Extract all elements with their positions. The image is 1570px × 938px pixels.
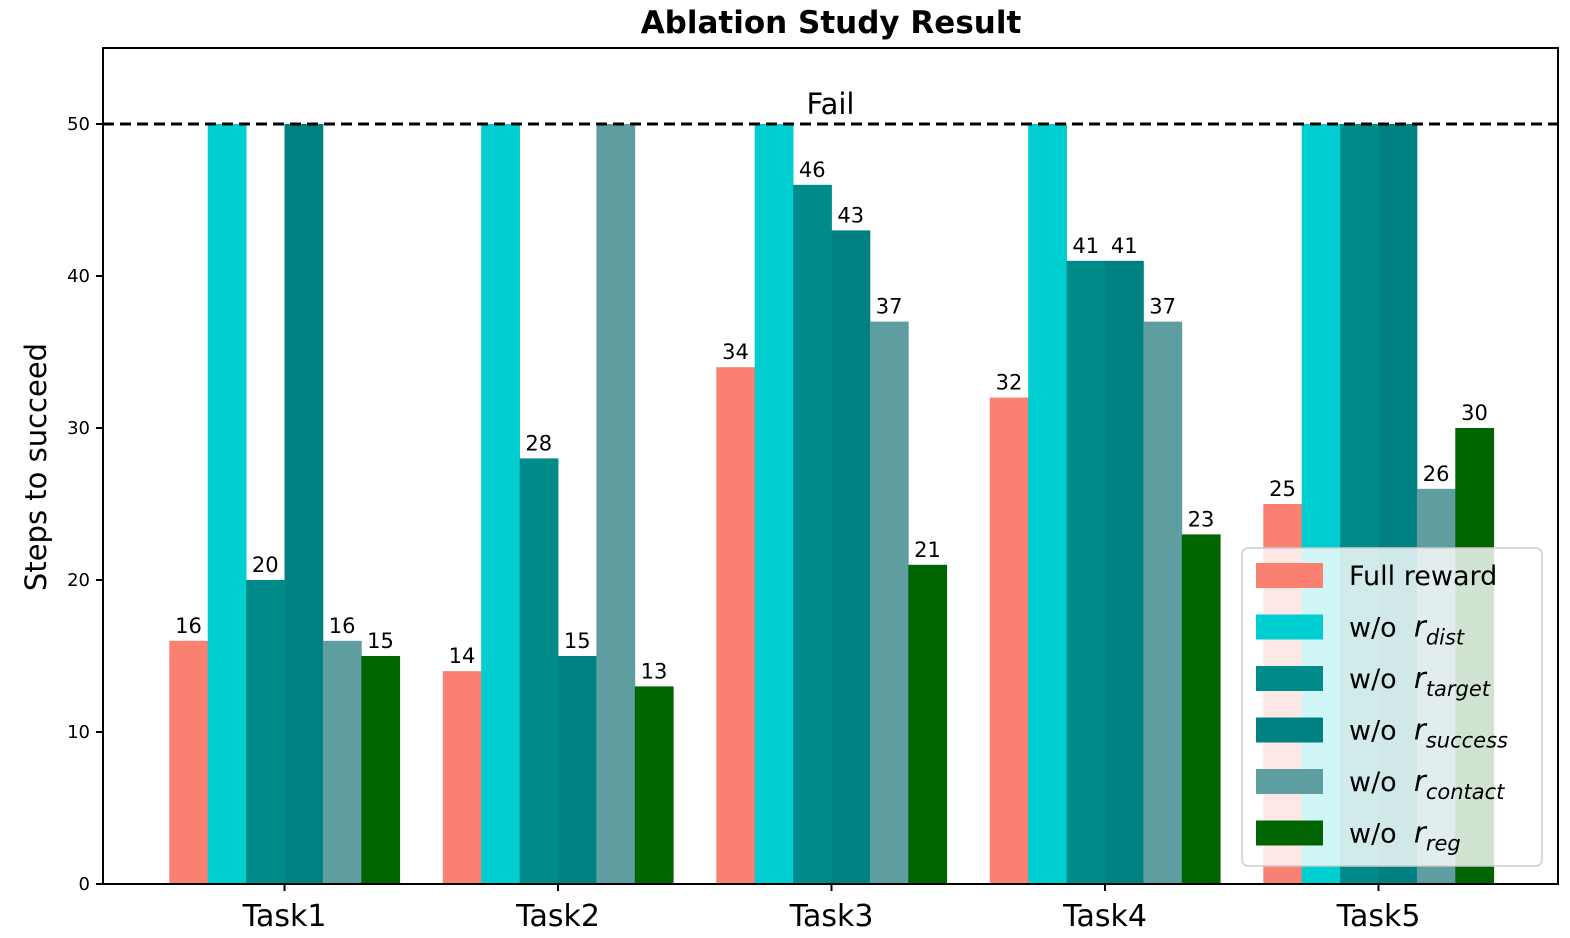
legend-label-2: w/o rdist (1349, 610, 1465, 650)
legend-label-4: w/o rsuccess (1349, 713, 1508, 753)
legend-swatch-2 (1256, 614, 1323, 640)
data-label-task4-series-1: 32 (996, 371, 1023, 395)
data-label-task3-series-1: 34 (722, 340, 749, 364)
fail-threshold-label: Fail (807, 87, 855, 121)
legend-label-6: w/o rreg (1349, 816, 1461, 856)
bar-task3-series-4 (831, 230, 871, 884)
bar-task2-series-6 (634, 686, 674, 884)
bar-task1-series-3 (246, 580, 285, 884)
bar-task3-series-1 (716, 367, 756, 884)
chart-title: Ablation Study Result (641, 5, 1022, 41)
legend-swatch-3 (1256, 666, 1323, 691)
y-tick-label: 30 (67, 418, 90, 439)
bar-task2-series-5 (596, 124, 636, 884)
bar-task1-series-1 (169, 640, 209, 884)
legend-swatch-4 (1256, 717, 1323, 743)
data-label-task3-series-6: 21 (914, 538, 941, 562)
data-label-task1-series-3: 20 (252, 553, 279, 577)
legend-label-1: Full reward (1349, 561, 1497, 592)
data-label-task2-series-6: 13 (641, 659, 668, 683)
bar-task1-series-6 (361, 656, 401, 884)
bar-task3-series-6 (908, 564, 948, 884)
bar-task3-series-5 (869, 321, 909, 885)
bar-task4-series-4 (1105, 260, 1144, 884)
bar-task2-series-1 (442, 671, 482, 884)
data-labels-group: 16 20 16 15 14 28 15 13 34 46 43 37 21 32 41 41 37 23 25 26… (175, 158, 1488, 684)
legend: Full reward w/o rdist w/o rtarget w/o rsucc… (1241, 547, 1543, 867)
data-label-task1-series-1: 16 (175, 614, 202, 638)
data-label-task3-series-3: 46 (799, 158, 826, 182)
data-label-task3-series-5: 37 (876, 295, 903, 319)
bar-task2-series-4 (558, 656, 597, 884)
bar-task4-series-6 (1181, 534, 1221, 884)
data-label-task1-series-5: 16 (329, 614, 356, 638)
bar-task4-series-5 (1143, 321, 1183, 885)
data-label-task5-series-1: 25 (1269, 477, 1296, 501)
y-tick-label: 40 (67, 266, 90, 287)
bar-task2-series-3 (519, 458, 559, 884)
x-tick-label: Task3 (789, 899, 874, 934)
bar-task1-series-5 (322, 640, 362, 884)
data-label-task2-series-1: 14 (449, 644, 476, 668)
data-label-task2-series-3: 28 (525, 431, 552, 455)
y-tick-label: 50 (67, 114, 90, 135)
y-axis-label: Steps to succeed (19, 343, 53, 591)
y-tick-label: 20 (67, 570, 90, 591)
data-label-task5-series-6: 30 (1461, 401, 1488, 425)
data-label-task4-series-5: 37 (1149, 295, 1176, 319)
x-tick-label: Task1 (242, 899, 327, 934)
bar-task4-series-2 (1028, 124, 1067, 884)
bar-task1-series-4 (284, 124, 324, 884)
x-tick-label: Task2 (515, 899, 600, 934)
data-label-task5-series-5: 26 (1423, 462, 1450, 486)
bar-task4-series-1 (989, 397, 1029, 884)
data-label-task4-series-3: 41 (1072, 234, 1099, 258)
data-label-task1-series-6: 15 (367, 629, 394, 653)
x-tick-label: Task5 (1336, 899, 1421, 934)
bar-task2-series-2 (481, 124, 520, 884)
bar-task3-series-3 (793, 184, 832, 885)
data-label-task3-series-4: 43 (837, 203, 864, 227)
y-tick-label: 0 (79, 874, 90, 895)
x-tick-label: Task4 (1062, 899, 1147, 934)
y-tick-label: 10 (67, 722, 90, 743)
data-label-task4-series-6: 23 (1188, 507, 1215, 531)
legend-label-5: w/o rcontact (1349, 764, 1505, 804)
legend-swatch-1 (1256, 563, 1323, 588)
axes-group: 0 10 20 30 40 50 Task1 Task2 Task3 Task4 Task5 (67, 47, 1559, 934)
bar-task1-series-2 (207, 124, 247, 884)
legend-label-3: w/o rtarget (1349, 661, 1491, 701)
legend-swatch-5 (1256, 769, 1323, 794)
legend-swatch-6 (1256, 820, 1323, 846)
bar-task4-series-3 (1066, 260, 1106, 884)
data-label-task2-series-4: 15 (564, 629, 591, 653)
bar-task3-series-2 (754, 124, 794, 884)
data-label-task4-series-4: 41 (1111, 234, 1138, 258)
